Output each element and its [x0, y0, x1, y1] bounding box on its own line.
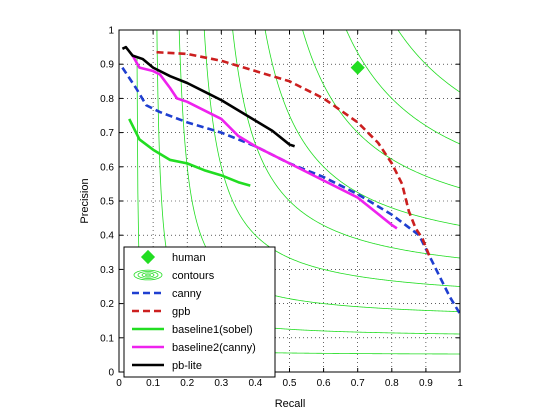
x-tick-label: 0.8	[385, 378, 399, 389]
x-tick-label: 0.5	[283, 378, 297, 389]
series-baseline1-sobel--line	[128, 118, 251, 187]
legend-label: gpb	[172, 306, 190, 318]
legend-label: baseline1(sobel)	[172, 324, 253, 336]
legend: human contours canny gpb baseline1(sobel) bas…	[123, 246, 276, 378]
y-tick-label: 0.1	[100, 333, 114, 344]
x-tick-label: 1	[457, 378, 463, 389]
f-measure-contour	[302, 30, 460, 189]
legend-label: pb-lite	[172, 360, 202, 372]
f-measure-contour	[397, 30, 460, 93]
x-tick-label: 0.3	[214, 378, 228, 389]
x-tick-label: 0.6	[317, 378, 331, 389]
series-group	[121, 45, 460, 315]
legend-human-marker	[140, 249, 156, 265]
y-tick-label: 0.7	[100, 128, 114, 139]
y-tick-label: 0.6	[100, 162, 114, 173]
legend-label: baseline2(canny)	[172, 342, 256, 354]
x-axis-label: Recall	[275, 398, 306, 410]
y-tick-label: 0.9	[100, 60, 114, 71]
legend-contour-ellipse	[141, 272, 155, 278]
series-gpb-line	[156, 50, 431, 257]
axis-ticks: 0 0.1 0.2 0.3 0.4 0.5 0.6 0.7 0.8 0.9 1 0 0.1 0.2 0.3 0…	[100, 26, 463, 390]
y-tick-label: 0	[108, 368, 114, 379]
y-tick-label: 0.2	[100, 299, 114, 310]
human-marker	[350, 60, 365, 75]
y-tick-label: 1	[108, 26, 114, 37]
y-axis-label: Precision	[79, 178, 91, 223]
legend-contour-ellipse	[137, 271, 159, 279]
legend-label: contours	[172, 270, 215, 282]
y-tick-label: 0.8	[100, 94, 114, 105]
x-tick-label: 0.4	[248, 378, 262, 389]
f-measure-contour	[345, 30, 460, 145]
x-tick-label: 0.9	[419, 378, 433, 389]
series-pb-lite-line	[121, 45, 296, 148]
y-tick-label: 0.3	[100, 265, 114, 276]
legend-label: human	[172, 252, 206, 264]
f-measure-contour	[203, 30, 460, 287]
series-baseline2-canny--line	[131, 55, 398, 230]
y-tick-label: 0.5	[100, 197, 114, 208]
legend-label: canny	[172, 288, 202, 300]
x-tick-label: 0.1	[146, 378, 160, 389]
f-measure-contour	[232, 30, 460, 259]
legend-contour-ellipse	[133, 269, 163, 281]
y-tick-label: 0.4	[100, 231, 114, 242]
legend-contour-ellipse	[145, 273, 151, 277]
f-measure-contour	[264, 30, 460, 226]
x-tick-label: 0.7	[351, 378, 365, 389]
x-tick-label: 0	[116, 378, 122, 389]
x-tick-label: 0.2	[180, 378, 194, 389]
